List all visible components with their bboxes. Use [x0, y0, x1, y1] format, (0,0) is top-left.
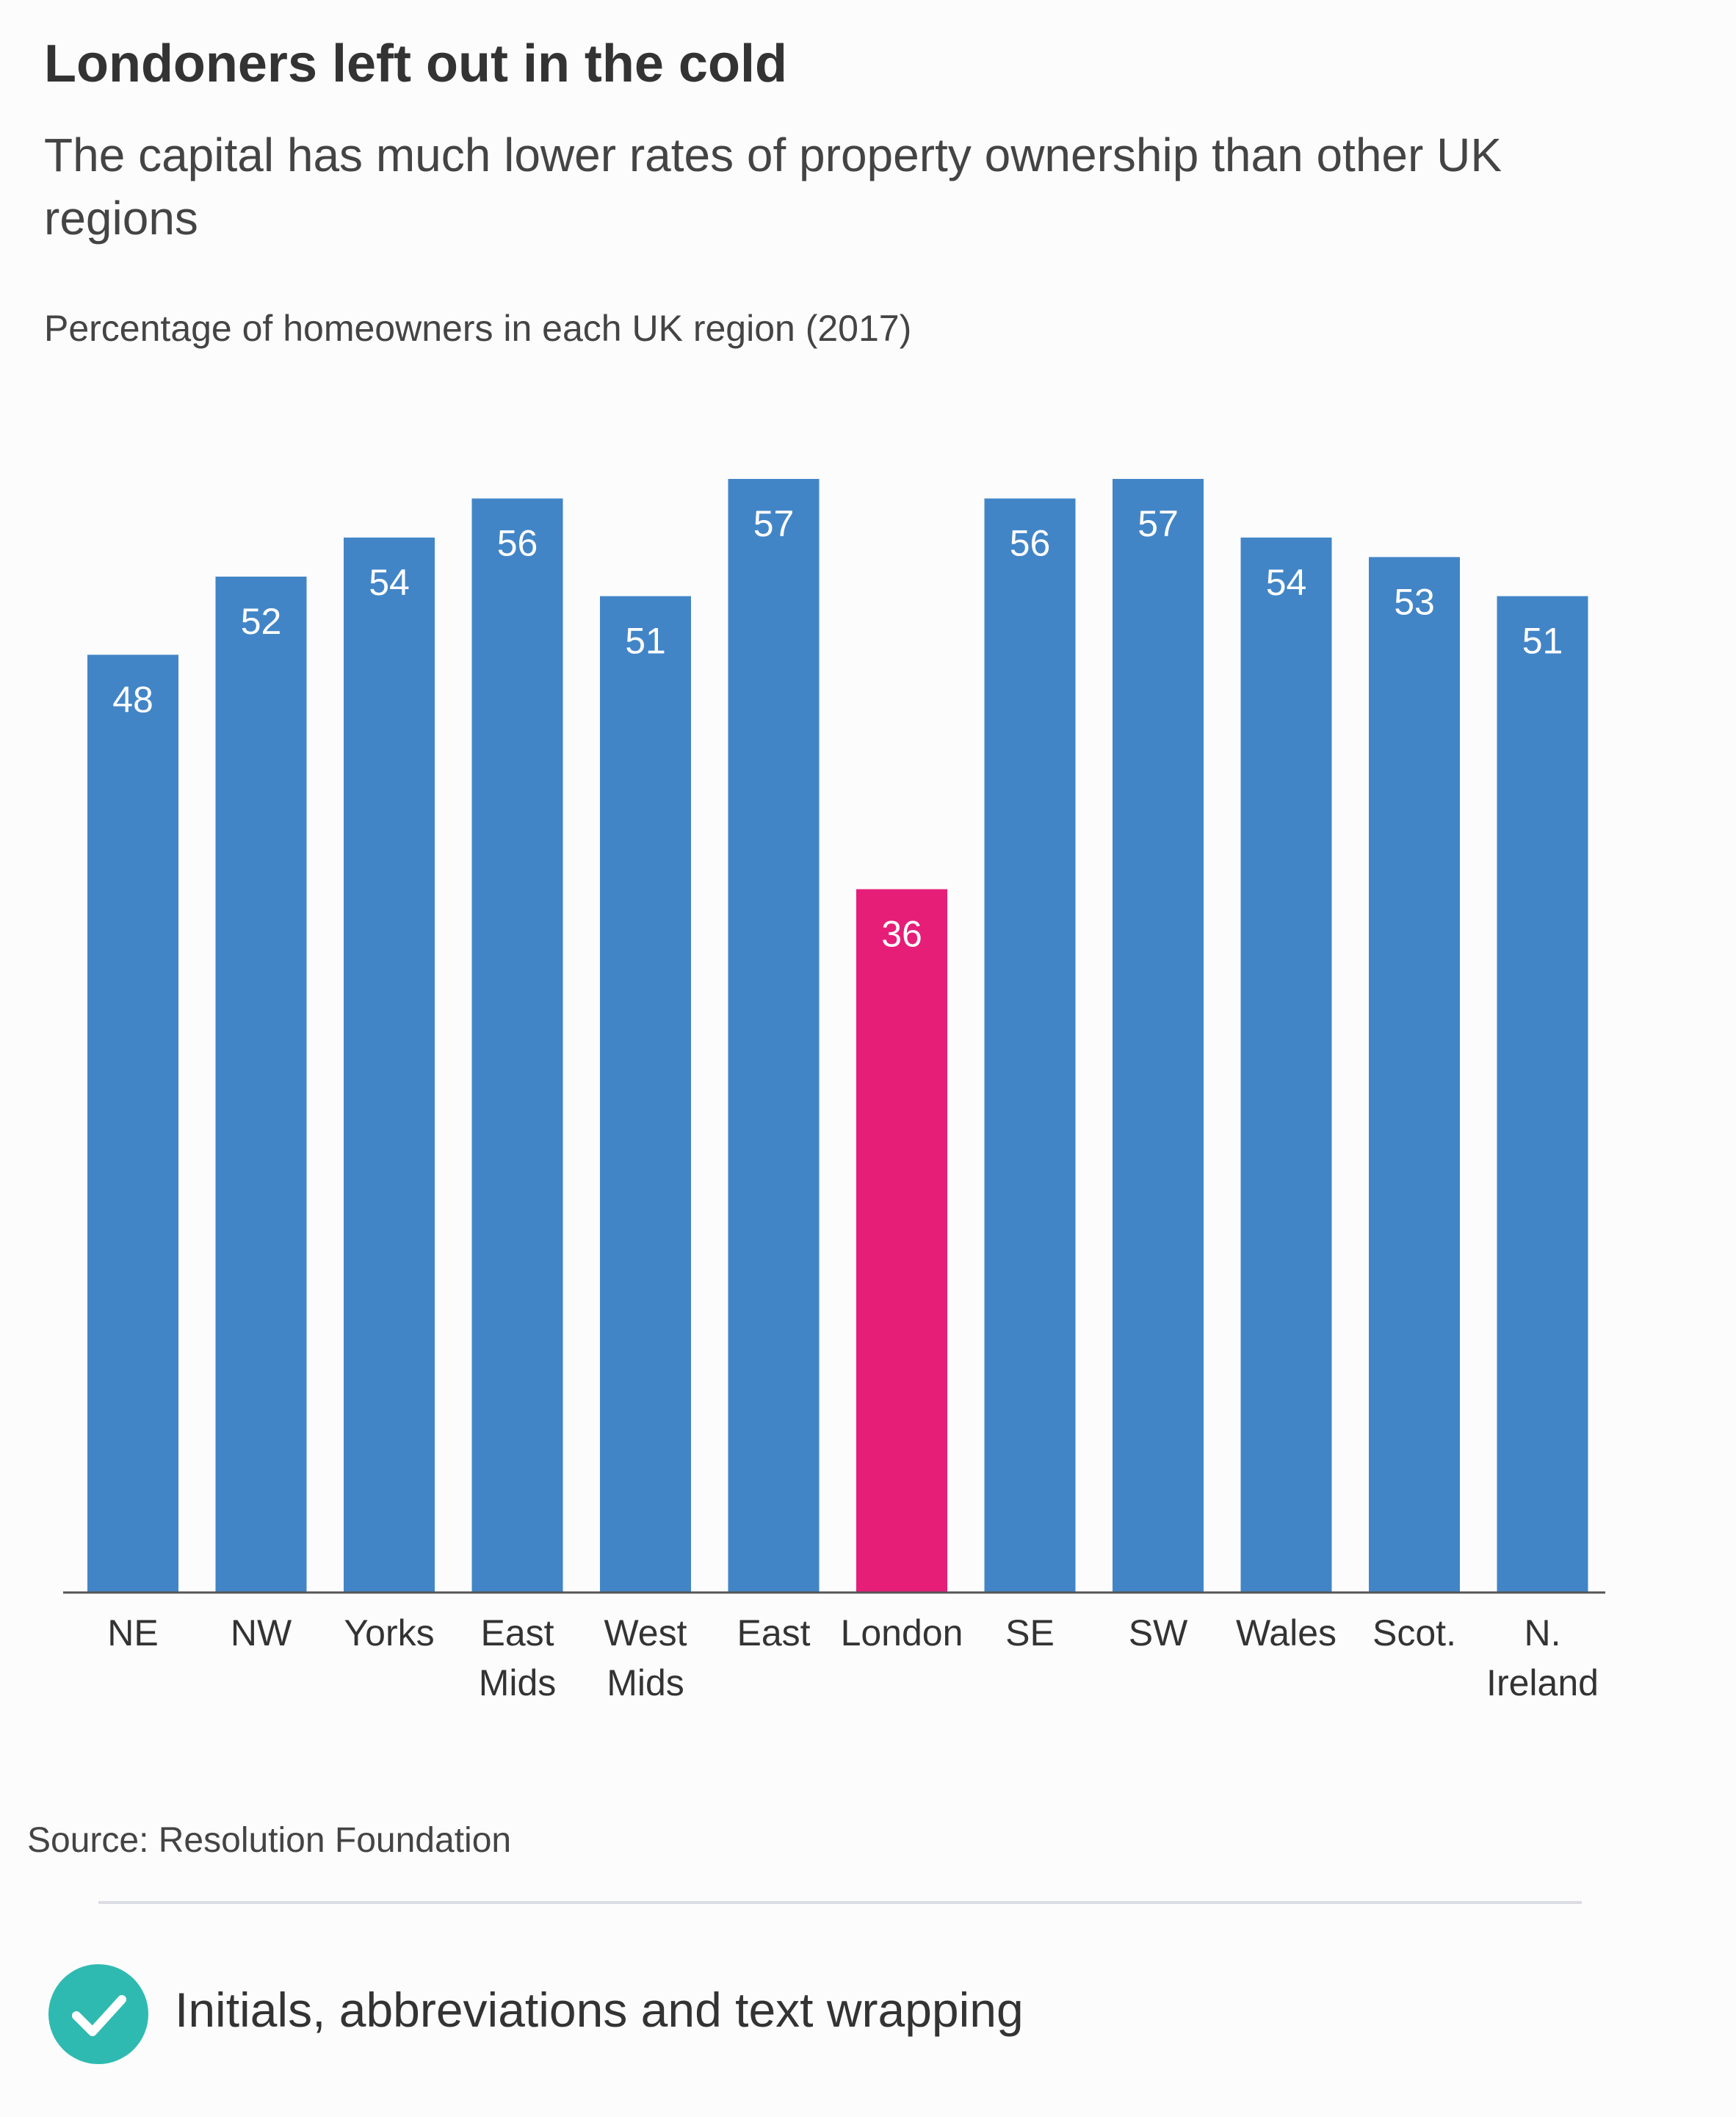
bar-8 — [1113, 479, 1204, 1593]
bar-value-label-4: 51 — [625, 621, 666, 662]
bar-6 — [856, 889, 947, 1593]
check-circle-icon — [48, 1964, 148, 2064]
x-tick-label-11-line-1: Ireland — [1486, 1662, 1599, 1703]
x-tick-label-6: London — [841, 1612, 963, 1653]
bar-value-label-8: 57 — [1138, 503, 1179, 544]
bar-9 — [1240, 537, 1332, 1593]
bar-value-label-10: 53 — [1394, 581, 1435, 622]
x-tick-label-9: Wales — [1236, 1612, 1337, 1653]
x-tick-label-4-line-0: West — [604, 1612, 687, 1653]
bar-value-label-11: 51 — [1522, 621, 1563, 662]
x-tick-label-8: SW — [1129, 1612, 1188, 1653]
bar-3 — [471, 498, 563, 1593]
divider — [98, 1901, 1582, 1904]
chart-title: Londoners left out in the cold — [44, 35, 787, 93]
bar-value-label-6: 36 — [881, 914, 922, 955]
bar-value-label-7: 56 — [1010, 523, 1051, 564]
chart-subtitle: The capital has much lower rates of prop… — [44, 129, 1502, 245]
source-note: Source: Resolution Foundation — [27, 1821, 512, 1860]
bar-1 — [215, 576, 307, 1593]
x-tick-label-2: Yorks — [344, 1612, 434, 1653]
bar-value-label-0: 48 — [112, 679, 153, 720]
bar-0 — [87, 654, 178, 1593]
bar-5 — [728, 479, 820, 1593]
bar-value-label-2: 54 — [369, 562, 410, 603]
bar-7 — [984, 498, 1076, 1593]
x-tick-label-3-line-1: Mids — [479, 1662, 557, 1703]
bar-11 — [1497, 596, 1588, 1593]
bar-value-label-3: 56 — [497, 523, 538, 564]
bar-4 — [600, 596, 691, 1593]
bar-value-label-5: 57 — [753, 503, 795, 544]
x-tick-label-11-line-0: N. — [1525, 1612, 1561, 1653]
x-tick-label-5: East — [737, 1612, 810, 1653]
bar-value-label-9: 54 — [1266, 562, 1307, 603]
x-tick-label-0: NE — [107, 1612, 158, 1653]
x-tick-label-3-line-0: East — [480, 1612, 554, 1653]
x-tick-label-4-line-1: Mids — [607, 1662, 684, 1703]
x-tick-label-7: SE — [1005, 1612, 1055, 1653]
bar-chart: 48 NE 52 NW 54 Yorks 56 East Mids 51 West Mids 57 Eas… — [63, 479, 1605, 1703]
x-tick-label-1: NW — [231, 1612, 292, 1653]
x-tick-label-10: Scot. — [1372, 1612, 1456, 1653]
bar-value-label-1: 52 — [241, 601, 282, 642]
bar-10 — [1369, 557, 1460, 1593]
bar-2 — [344, 537, 435, 1593]
footer-label: Initials, abbreviations and text wrappin… — [175, 1983, 1024, 2037]
y-axis-label: Percentage of homeowners in each UK regi… — [44, 308, 912, 349]
